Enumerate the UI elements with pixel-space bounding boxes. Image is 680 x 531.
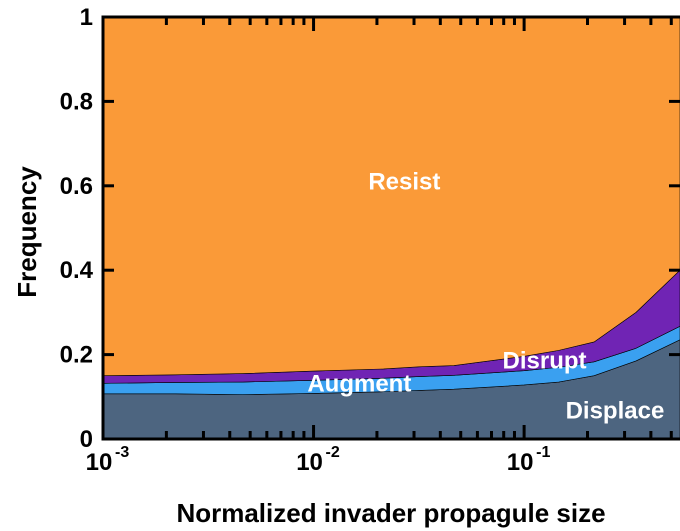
x-tick-label-exponent: -1 bbox=[536, 444, 550, 461]
y-tick-label: 0.4 bbox=[60, 257, 94, 284]
y-tick-label: 1 bbox=[80, 4, 93, 31]
y-tick-label: 0.8 bbox=[60, 88, 93, 115]
y-axis-title: Frequency bbox=[12, 166, 42, 298]
x-axis-title: Normalized invader propagule size bbox=[176, 498, 605, 528]
x-tick-label: 10 bbox=[86, 449, 113, 476]
y-tick-label: 0.2 bbox=[60, 342, 93, 369]
axes-frame bbox=[101, 15, 680, 441]
x-tick-label: 10 bbox=[296, 449, 323, 476]
x-tick-label: 10 bbox=[507, 449, 534, 476]
y-tick-label: 0.6 bbox=[60, 173, 93, 200]
tick-marks bbox=[101, 15, 680, 441]
area-layers bbox=[103, 17, 680, 439]
region-label-displace: Displace bbox=[566, 397, 665, 424]
y-tick-label: 0 bbox=[80, 426, 93, 453]
region-label-augment: Augment bbox=[307, 370, 411, 397]
x-tick-label-exponent: -3 bbox=[115, 444, 129, 461]
area-resist bbox=[103, 17, 680, 377]
region-labels: Resist Disrupt Augment Displace bbox=[307, 169, 664, 425]
region-label-disrupt: Disrupt bbox=[503, 348, 587, 375]
region-label-resist: Resist bbox=[368, 169, 440, 196]
x-tick-label-exponent: -2 bbox=[326, 444, 340, 461]
